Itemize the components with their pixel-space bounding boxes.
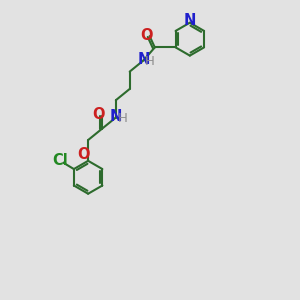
Text: Cl: Cl xyxy=(52,153,68,168)
Text: N: N xyxy=(110,109,122,124)
Text: N: N xyxy=(137,52,150,67)
Text: H: H xyxy=(118,112,128,125)
Text: N: N xyxy=(184,13,196,28)
Text: O: O xyxy=(140,28,153,43)
Text: O: O xyxy=(77,147,90,162)
Text: O: O xyxy=(92,107,105,122)
Text: H: H xyxy=(145,55,155,68)
